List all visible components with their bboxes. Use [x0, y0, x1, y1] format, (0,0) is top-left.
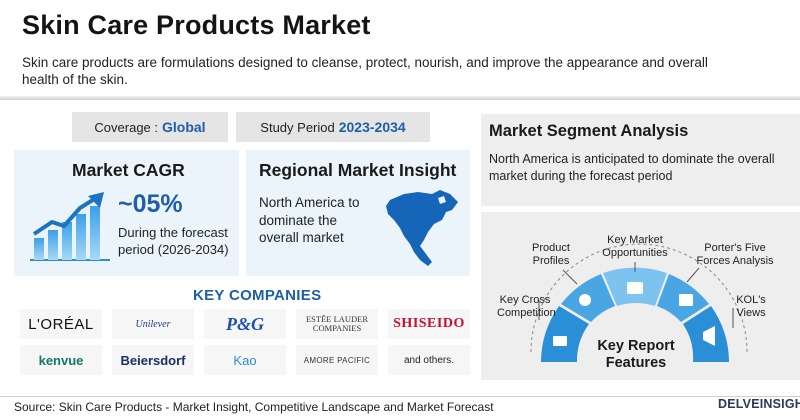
key-report-features-title: Key Report Features — [597, 338, 675, 371]
feature-label-porters-five-forces: Porter's Five Forces Analysis — [696, 242, 774, 267]
feature-label-product-profiles: Product Profiles — [532, 242, 570, 267]
company-logo-estee-lauder: ESTĒE LAUDER COMPANIES — [296, 309, 378, 339]
megaphone-icon — [703, 326, 715, 346]
market-cagr-value: ~05% — [118, 190, 183, 218]
footer-divider — [0, 396, 800, 397]
analysis-chart-icon — [679, 294, 693, 306]
company-logo-pg: P&G — [204, 309, 286, 339]
company-logo-kao: Kao — [204, 345, 286, 375]
regional-insight-panel: Regional Market Insight North America to… — [246, 150, 470, 276]
market-segment-panel: Market Segment Analysis North America is… — [481, 114, 800, 206]
study-period-bar: Study Period 2023-2034 — [236, 112, 430, 142]
bar-chart-growth-icon — [30, 192, 110, 261]
feature-label-market-opportunities: Key Market Opportunities — [602, 234, 668, 259]
profile-search-icon — [579, 294, 591, 306]
competition-icon — [553, 336, 567, 346]
company-logo-beiersdorf: Beiersdorf — [112, 345, 194, 375]
key-report-features-panel: Key Cross Competition Product Profiles K… — [481, 212, 800, 380]
opportunity-icon — [627, 282, 643, 294]
company-logo-others: and others. — [388, 345, 470, 375]
regional-insight-title: Regional Market Insight — [259, 160, 457, 180]
coverage-label: Coverage : — [94, 119, 159, 135]
header-divider — [0, 96, 800, 100]
page-title: Skin Care Products Market — [22, 10, 371, 40]
coverage-value: Global — [162, 119, 206, 135]
market-cagr-title: Market CAGR — [72, 160, 185, 180]
market-segment-text: North America is anticipated to dominate… — [489, 152, 775, 183]
company-logo-amore-pacific: AMORE PACIFIC — [296, 345, 378, 375]
study-period-value: 2023-2034 — [338, 119, 406, 135]
north-america-map-icon — [386, 190, 458, 266]
brand-logo: DELVEINSIGHT — [718, 397, 800, 411]
company-logo-kenvue: kenvue — [20, 345, 102, 375]
market-cagr-description: During the forecast period (2026-2034) — [118, 225, 229, 257]
market-segment-title: Market Segment Analysis — [489, 122, 689, 140]
market-cagr-panel: Market CAGR ~05% During the forecast per… — [14, 150, 239, 276]
page-subtitle: Skin care products are formulations desi… — [22, 55, 708, 87]
feature-segment-1 — [541, 306, 589, 362]
regional-insight-text: North America to dominate the overall ma… — [259, 195, 360, 245]
key-companies-title: KEY COMPANIES — [193, 287, 322, 304]
study-period-label: Study Period — [260, 119, 335, 135]
coverage-bar: Coverage : Global — [72, 112, 228, 142]
feature-label-cross-competition: Key Cross Competition — [497, 294, 556, 319]
feature-label-kol-views: KOL's Views — [736, 294, 766, 319]
features-arc-diagram — [530, 243, 748, 362]
source-note: Source: Skin Care Products - Market Insi… — [14, 400, 494, 414]
company-logo-unilever: Unilever — [112, 309, 194, 339]
company-logo-loreal: L'ORÉAL — [20, 309, 102, 339]
company-logo-shiseido: SHISEIDO — [388, 309, 470, 339]
